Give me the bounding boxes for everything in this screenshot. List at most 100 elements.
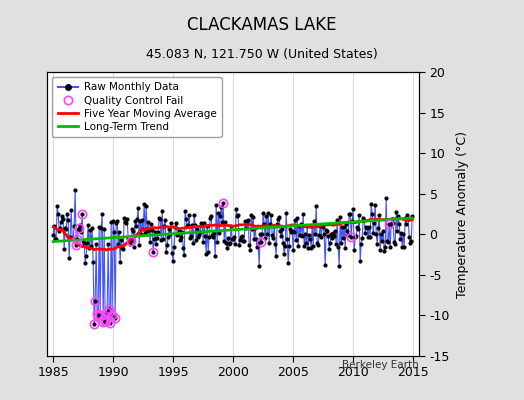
Point: [335, 262, 343, 269]
Point: [140, 200, 148, 207]
Point: [406, 240, 414, 246]
Point: [167, 220, 176, 226]
Point: [72, 242, 80, 248]
Point: [226, 240, 234, 246]
Point: [150, 236, 158, 242]
Point: [306, 236, 314, 243]
Point: [183, 223, 191, 229]
Point: [404, 216, 412, 222]
Point: [216, 213, 224, 219]
Point: [70, 222, 79, 229]
Point: [303, 223, 311, 230]
Point: [134, 205, 143, 211]
Point: [392, 209, 400, 216]
Point: [65, 255, 73, 261]
Point: [190, 212, 199, 218]
Point: [206, 215, 214, 222]
Point: [151, 229, 159, 236]
Point: [286, 226, 294, 232]
Point: [389, 220, 397, 226]
Point: [113, 218, 122, 224]
Point: [391, 240, 399, 247]
Point: [314, 241, 322, 248]
Point: [235, 241, 243, 248]
Point: [92, 241, 101, 248]
Text: Berkeley Earth: Berkeley Earth: [343, 360, 419, 370]
Point: [107, 219, 115, 225]
Point: [307, 245, 315, 252]
Point: [169, 258, 177, 264]
Point: [323, 228, 331, 234]
Point: [227, 223, 235, 230]
Point: [153, 235, 161, 241]
Point: [294, 243, 302, 249]
Point: [254, 239, 263, 246]
Point: [212, 202, 221, 208]
Point: [401, 214, 409, 221]
Point: [184, 222, 192, 228]
Point: [293, 215, 301, 222]
Point: [229, 236, 237, 242]
Point: [193, 226, 201, 233]
Point: [57, 219, 66, 225]
Point: [265, 240, 274, 246]
Point: [358, 235, 366, 241]
Point: [214, 210, 222, 216]
Point: [78, 211, 86, 218]
Point: [157, 236, 166, 243]
Point: [115, 229, 123, 235]
Point: [208, 232, 216, 238]
Point: [352, 233, 361, 240]
Point: [343, 228, 352, 234]
Point: [225, 240, 233, 247]
Point: [217, 204, 225, 210]
Point: [101, 318, 110, 324]
Point: [269, 234, 277, 241]
Point: [170, 244, 178, 250]
Point: [52, 236, 60, 242]
Point: [256, 231, 265, 237]
Point: [408, 213, 417, 219]
Point: [330, 233, 339, 240]
Point: [331, 228, 340, 234]
Point: [88, 224, 96, 231]
Point: [342, 221, 351, 228]
Point: [259, 210, 267, 216]
Point: [399, 231, 407, 237]
Point: [233, 213, 242, 219]
Point: [114, 241, 123, 248]
Point: [228, 236, 236, 242]
Point: [329, 230, 337, 236]
Point: [91, 298, 100, 305]
Point: [400, 244, 408, 250]
Point: [279, 240, 287, 247]
Point: [210, 230, 219, 236]
Point: [289, 246, 298, 253]
Point: [367, 201, 375, 208]
Point: [360, 217, 368, 223]
Point: [222, 240, 231, 246]
Point: [263, 230, 271, 237]
Point: [118, 244, 126, 251]
Point: [105, 306, 113, 313]
Text: 45.083 N, 121.750 W (United States): 45.083 N, 121.750 W (United States): [146, 48, 378, 61]
Point: [125, 237, 134, 243]
Point: [308, 223, 316, 229]
Point: [224, 235, 232, 241]
Point: [261, 235, 269, 242]
Point: [126, 241, 134, 247]
Point: [155, 214, 163, 221]
Point: [262, 212, 270, 219]
Point: [369, 230, 377, 236]
Point: [137, 230, 145, 237]
Point: [320, 231, 329, 237]
Point: [175, 227, 183, 234]
Point: [49, 231, 57, 238]
Point: [319, 224, 328, 230]
Point: [268, 232, 276, 238]
Point: [232, 206, 241, 212]
Point: [258, 230, 266, 237]
Point: [99, 319, 107, 325]
Point: [249, 214, 257, 220]
Point: [81, 260, 90, 266]
